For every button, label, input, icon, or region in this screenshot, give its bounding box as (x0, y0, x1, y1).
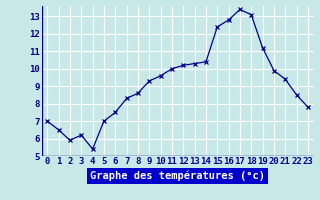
X-axis label: Graphe des températures (°c): Graphe des températures (°c) (90, 171, 265, 181)
